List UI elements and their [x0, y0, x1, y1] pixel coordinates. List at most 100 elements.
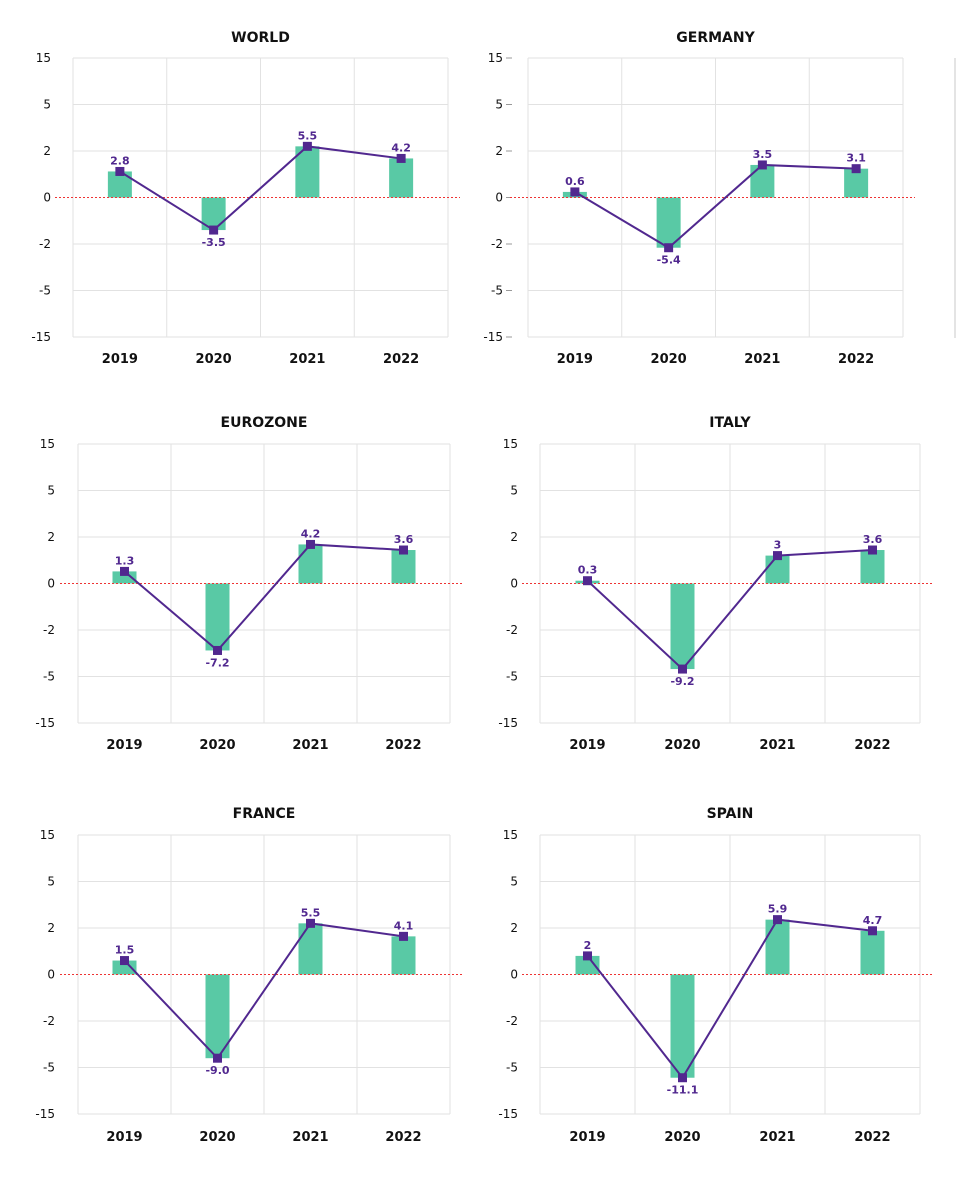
y-tick-label: 15 [488, 51, 503, 65]
line-marker-2021 [773, 915, 782, 925]
chart-world: WORLD 15 5 2 0 -2 -5 -15 2.8 -3.5 5.5 4.2 2019 2020 20… [31, 30, 460, 367]
y-tick-label: -2 [506, 623, 518, 637]
line-marker-2021 [306, 918, 315, 928]
line-marker-2019 [120, 956, 129, 966]
y-tick-label: -2 [491, 237, 503, 251]
y-tick-label: 2 [47, 530, 55, 544]
bar-2021 [765, 555, 790, 584]
line-marker-2021 [306, 539, 315, 549]
bar-2019 [575, 955, 600, 975]
y-tick-label: 0 [510, 577, 518, 591]
line-series [119, 145, 402, 232]
data-label: 3.1 [846, 152, 866, 165]
bar-2022 [391, 550, 416, 584]
y-tick-label: 2 [47, 921, 55, 935]
bar-2020 [205, 583, 230, 651]
y-tick-label: -15 [498, 1107, 518, 1121]
y-tick-label: 5 [495, 98, 503, 112]
data-label: -7.2 [205, 656, 229, 669]
x-tick-label: 2021 [289, 352, 325, 367]
y-tick-label: -2 [43, 1014, 55, 1028]
chart-eurozone: EUROZONE 15 5 2 0 -2 -5 -15 1.3 -7.2 4.2 3.6 2019 202… [35, 415, 462, 753]
line-marker-2019 [115, 166, 125, 176]
data-label: -9.2 [670, 675, 694, 688]
data-label: 2 [584, 939, 592, 952]
x-tick-label: 2019 [557, 352, 593, 367]
data-label: 5.5 [298, 129, 318, 142]
x-tick-label: 2019 [569, 1130, 605, 1145]
x-tick-label: 2021 [292, 738, 328, 753]
y-tick-label: -2 [43, 623, 55, 637]
data-label: 1.3 [115, 554, 135, 567]
y-tick-label: 15 [503, 828, 518, 842]
line-marker-2019 [120, 566, 129, 576]
data-label: 3.6 [863, 533, 883, 546]
line-marker-2022 [396, 153, 406, 163]
chart-title: WORLD [231, 30, 290, 46]
data-label: 3 [774, 539, 782, 552]
x-tick-label: 2020 [664, 738, 700, 753]
x-tick-label: 2020 [664, 1130, 700, 1145]
chart-title: GERMANY [676, 30, 755, 46]
chart-title: EUROZONE [221, 415, 308, 431]
y-tick-label: 2 [510, 921, 518, 935]
y-tick-label: -2 [506, 1014, 518, 1028]
y-tick-label: 2 [495, 144, 503, 158]
data-label: -9.0 [205, 1064, 229, 1077]
y-tick-label: -5 [39, 284, 51, 298]
data-label: 2.8 [110, 154, 130, 167]
data-label: -5.4 [657, 254, 681, 267]
line-marker-2020 [678, 1073, 687, 1083]
data-label: 4.2 [391, 141, 411, 154]
data-label: 3.6 [394, 533, 414, 546]
y-tick-label: 15 [503, 437, 518, 451]
y-tick-label: 15 [36, 51, 51, 65]
y-tick-label: -15 [498, 716, 518, 730]
bar-2022 [844, 168, 869, 198]
line-marker-2021 [302, 141, 312, 151]
bar-2020 [205, 974, 230, 1059]
bar-2022 [860, 930, 885, 975]
line-marker-2022 [851, 164, 861, 174]
y-tick-label: 5 [47, 484, 55, 498]
chart-spain: SPAIN 15 5 2 0 -2 -5 -15 2 -11.1 5.9 4.7 2019 2020 202… [498, 806, 932, 1145]
data-label: 5.5 [301, 906, 321, 919]
line-marker-2020 [213, 1053, 222, 1063]
y-tick-label: 5 [43, 98, 51, 112]
bar-2022 [860, 550, 885, 584]
chart-title: ITALY [709, 415, 751, 431]
y-tick-label: -5 [491, 284, 503, 298]
x-tick-label: 2022 [854, 738, 890, 753]
x-tick-label: 2019 [569, 738, 605, 753]
y-tick-label: 0 [47, 968, 55, 982]
x-tick-label: 2020 [651, 352, 687, 367]
line-marker-2019 [583, 951, 592, 961]
line-marker-2020 [209, 225, 219, 235]
y-tick-label: -15 [35, 716, 55, 730]
y-tick-label: 5 [510, 484, 518, 498]
line-marker-2019 [583, 576, 592, 586]
bar-2021 [298, 544, 323, 584]
y-tick-label: 0 [47, 577, 55, 591]
x-tick-label: 2019 [106, 1130, 142, 1145]
data-label: 5.9 [768, 903, 788, 916]
bar-2021 [750, 164, 775, 198]
bar-2022 [389, 158, 414, 198]
data-label: 4.1 [394, 919, 414, 932]
y-tick-label: -5 [506, 670, 518, 684]
data-label: -3.5 [202, 236, 226, 249]
bar-2022 [391, 936, 416, 975]
x-tick-label: 2020 [199, 738, 235, 753]
line-marker-2020 [213, 645, 222, 655]
line-series [574, 163, 857, 249]
line-marker-2022 [868, 545, 877, 555]
data-label: 4.7 [863, 914, 883, 927]
bar-2020 [670, 583, 695, 670]
bar-2021 [765, 919, 790, 975]
y-tick-label: 0 [43, 191, 51, 205]
x-tick-label: 2022 [383, 352, 419, 367]
y-tick-label: -2 [39, 237, 51, 251]
line-marker-2020 [678, 664, 687, 674]
x-tick-label: 2019 [106, 738, 142, 753]
data-label: 3.5 [753, 148, 773, 161]
